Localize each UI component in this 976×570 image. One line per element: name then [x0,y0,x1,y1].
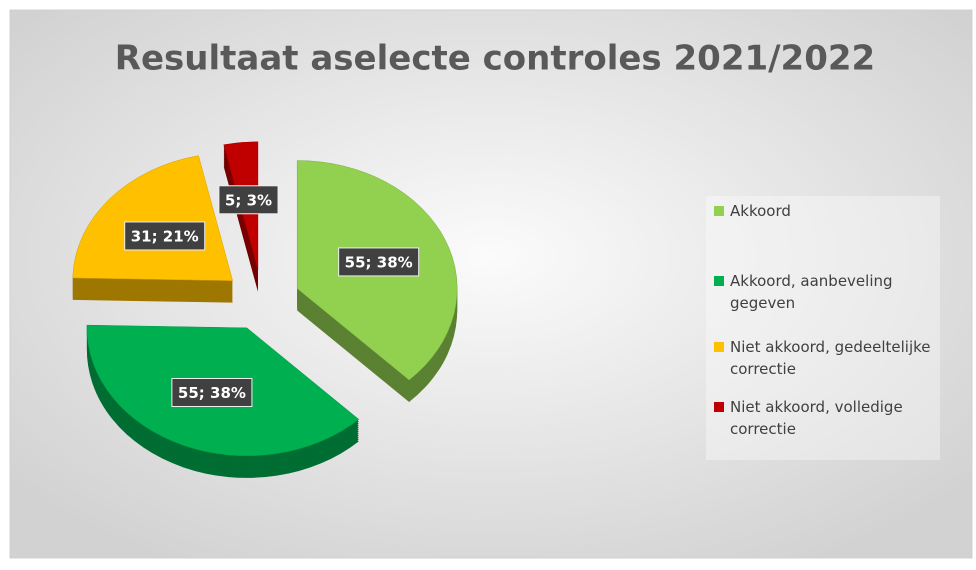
slice [86,324,360,478]
legend-label: Akkoord, aanbeveling gegeven [730,272,893,312]
legend-label: Akkoord [730,202,791,220]
legend: Akkoord Akkoord, aanbeveling gegeven Niet … [706,196,940,460]
legend-label: Niet akkoord, gedeeltelijke correctie [730,338,931,378]
legend-entry: Niet akkoord, volledige correctie [714,396,938,440]
legend-swatch [714,342,724,352]
legend-entry: Akkoord, aanbeveling gegeven [714,270,938,314]
legend-swatch [714,276,724,286]
legend-entry: Akkoord [714,200,938,222]
chart-title: Resultaat aselecte controles 2021/2022 [115,39,875,79]
data-label: 55; 38% [178,384,246,402]
data-label-box [171,377,253,407]
data-label-box [338,247,420,277]
data-label: 5; 3% [225,191,272,209]
data-label-box [124,221,206,251]
legend-entry: Niet akkoord, gedeeltelijke correctie [714,336,938,380]
legend-swatch [714,402,724,412]
legend-label: Niet akkoord, volledige correctie [730,398,903,438]
data-label-box [218,185,279,215]
legend-swatch [714,206,724,216]
data-label: 31; 21% [131,227,199,245]
data-label: 55; 38% [345,253,413,271]
